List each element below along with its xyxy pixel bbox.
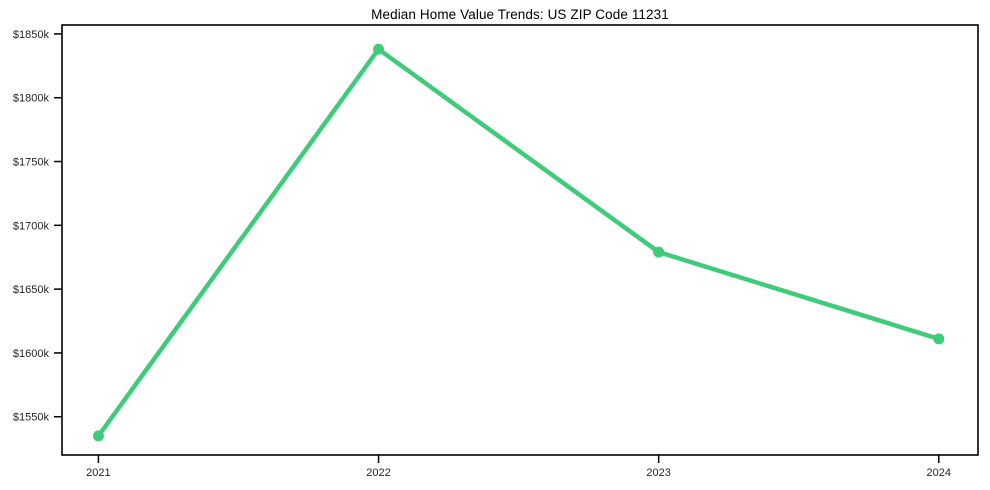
data-point-marker [653,246,665,258]
data-point-marker [373,43,385,55]
y-tick-label: $1700k [13,220,50,232]
x-tick-label: 2024 [927,467,951,479]
x-tick-label: 2023 [646,467,670,479]
y-tick-label: $1750k [13,157,50,169]
y-tick-label: $1800k [13,93,50,105]
x-tick-label: 2021 [86,467,110,479]
trend-line [96,46,942,439]
data-point-marker [92,430,104,442]
y-tick-label: $1600k [13,348,50,360]
x-tick-label: 2022 [366,467,390,479]
y-tick-label: $1550k [13,412,50,424]
chart-title: Median Home Value Trends: US ZIP Code 11… [371,7,669,22]
data-point-marker [933,333,945,345]
plot-border [61,24,979,456]
y-tick-label: $1850k [13,29,50,41]
y-tick-label: $1650k [13,284,50,296]
